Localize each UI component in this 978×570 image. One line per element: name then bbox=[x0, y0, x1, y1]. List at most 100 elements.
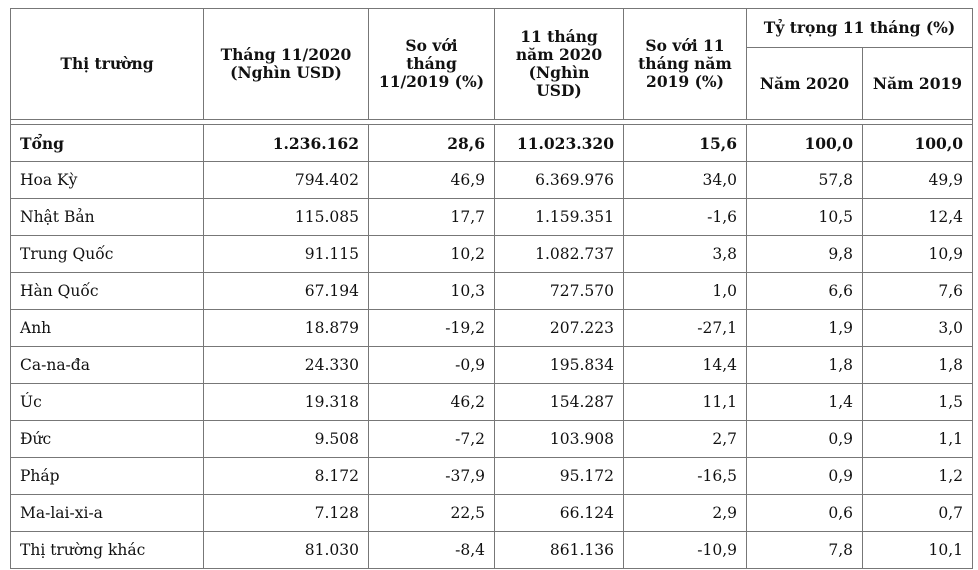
total-row: Tổng 1.236.162 28,6 11.023.320 15,6 100,0 100,… bbox=[10, 124, 974, 162]
table-row: Ca-na-đa 24.330 -0,9 195.834 14,4 1,8 1,8 bbox=[10, 346, 974, 384]
cell-nov2020: 81.030 bbox=[203, 531, 369, 569]
header-nov2020: Tháng 11/2020 (Nghìn USD) bbox=[203, 8, 369, 120]
cell-share-2020: 0,9 bbox=[746, 420, 863, 458]
cell-share-2019: 1,5 bbox=[861, 383, 974, 421]
cell-market: Úc bbox=[10, 383, 204, 421]
cell-vs-nov2019: -37,9 bbox=[368, 457, 495, 495]
header-market: Thị trường bbox=[10, 8, 204, 120]
cell-share-2019: 1,2 bbox=[861, 457, 974, 495]
cell-nov2020: 67.194 bbox=[203, 272, 369, 310]
cell-m11-2020: 11.023.320 bbox=[494, 124, 624, 162]
cell-vs-m11-2019: -16,5 bbox=[623, 457, 747, 495]
cell-nov2020: 794.402 bbox=[203, 161, 369, 199]
cell-share-2020: 1,8 bbox=[746, 346, 863, 384]
cell-share-2020: 100,0 bbox=[746, 124, 863, 162]
cell-market: Trung Quốc bbox=[10, 235, 204, 273]
cell-vs-nov2019: 10,3 bbox=[368, 272, 495, 310]
cell-market: Pháp bbox=[10, 457, 204, 495]
cell-vs-m11-2019: 14,4 bbox=[623, 346, 747, 384]
table-row: Nhật Bản 115.085 17,7 1.159.351 -1,6 10,5 12,4 bbox=[10, 198, 974, 236]
cell-market: Thị trường khác bbox=[10, 531, 204, 569]
cell-m11-2020: 154.287 bbox=[494, 383, 624, 421]
cell-vs-nov2019: 46,2 bbox=[368, 383, 495, 421]
table-row: Đức 9.508 -7,2 103.908 2,7 0,9 1,1 bbox=[10, 420, 974, 458]
cell-m11-2020: 727.570 bbox=[494, 272, 624, 310]
header-vs-nov2019: So với tháng 11/2019 (%) bbox=[368, 8, 495, 120]
table-row: Trung Quốc 91.115 10,2 1.082.737 3,8 9,8 10,9 bbox=[10, 235, 974, 273]
cell-share-2020: 57,8 bbox=[746, 161, 863, 199]
cell-vs-nov2019: -19,2 bbox=[368, 309, 495, 347]
cell-share-2020: 9,8 bbox=[746, 235, 863, 273]
cell-share-2019: 7,6 bbox=[861, 272, 974, 310]
cell-market: Hoa Kỳ bbox=[10, 161, 204, 199]
cell-m11-2020: 195.834 bbox=[494, 346, 624, 384]
cell-vs-m11-2019: -1,6 bbox=[623, 198, 747, 236]
cell-market: Tổng bbox=[10, 124, 204, 162]
cell-m11-2020: 1.159.351 bbox=[494, 198, 624, 236]
cell-market: Hàn Quốc bbox=[10, 272, 204, 310]
cell-m11-2020: 861.136 bbox=[494, 531, 624, 569]
cell-share-2020: 7,8 bbox=[746, 531, 863, 569]
cell-m11-2020: 95.172 bbox=[494, 457, 624, 495]
cell-vs-nov2019: -0,9 bbox=[368, 346, 495, 384]
table-row: Hoa Kỳ 794.402 46,9 6.369.976 34,0 57,8 49,9 bbox=[10, 161, 974, 199]
header-share-group: Tỷ trọng 11 tháng (%) bbox=[745, 8, 974, 48]
cell-share-2019: 49,9 bbox=[861, 161, 974, 199]
cell-market: Đức bbox=[10, 420, 204, 458]
cell-vs-nov2019: 46,9 bbox=[368, 161, 495, 199]
cell-share-2020: 6,6 bbox=[746, 272, 863, 310]
cell-nov2020: 24.330 bbox=[203, 346, 369, 384]
cell-vs-m11-2019: 3,8 bbox=[623, 235, 747, 273]
table-row: Anh 18.879 -19,2 207.223 -27,1 1,9 3,0 bbox=[10, 309, 974, 347]
table-row: Ma-lai-xi-a 7.128 22,5 66.124 2,9 0,6 0,7 bbox=[10, 494, 974, 532]
cell-vs-nov2019: 28,6 bbox=[368, 124, 495, 162]
cell-market: Ca-na-đa bbox=[10, 346, 204, 384]
cell-vs-nov2019: -7,2 bbox=[368, 420, 495, 458]
cell-share-2019: 10,9 bbox=[861, 235, 974, 273]
header-share-2019: Năm 2019 bbox=[861, 47, 974, 120]
cell-vs-m11-2019: 15,6 bbox=[623, 124, 747, 162]
cell-vs-m11-2019: -27,1 bbox=[623, 309, 747, 347]
table-row: Pháp 8.172 -37,9 95.172 -16,5 0,9 1,2 bbox=[10, 457, 974, 495]
cell-share-2019: 12,4 bbox=[861, 198, 974, 236]
cell-market: Anh bbox=[10, 309, 204, 347]
cell-vs-m11-2019: 2,9 bbox=[623, 494, 747, 532]
cell-vs-nov2019: 10,2 bbox=[368, 235, 495, 273]
cell-share-2019: 1,8 bbox=[861, 346, 974, 384]
cell-vs-nov2019: 17,7 bbox=[368, 198, 495, 236]
cell-vs-m11-2019: 11,1 bbox=[623, 383, 747, 421]
cell-vs-nov2019: 22,5 bbox=[368, 494, 495, 532]
table-row: Thị trường khác 81.030 -8,4 861.136 -10,9 7,8… bbox=[10, 531, 974, 569]
cell-m11-2020: 103.908 bbox=[494, 420, 624, 458]
cell-m11-2020: 6.369.976 bbox=[494, 161, 624, 199]
cell-share-2019: 0,7 bbox=[861, 494, 974, 532]
cell-vs-m11-2019: -10,9 bbox=[623, 531, 747, 569]
cell-share-2020: 1,4 bbox=[746, 383, 863, 421]
cell-nov2020: 19.318 bbox=[203, 383, 369, 421]
cell-nov2020: 8.172 bbox=[203, 457, 369, 495]
cell-share-2020: 1,9 bbox=[746, 309, 863, 347]
cell-nov2020: 115.085 bbox=[203, 198, 369, 236]
cell-m11-2020: 1.082.737 bbox=[494, 235, 624, 273]
cell-vs-m11-2019: 1,0 bbox=[623, 272, 747, 310]
table-row: Úc 19.318 46,2 154.287 11,1 1,4 1,5 bbox=[10, 383, 974, 421]
cell-nov2020: 7.128 bbox=[203, 494, 369, 532]
cell-nov2020: 18.879 bbox=[203, 309, 369, 347]
cell-share-2019: 100,0 bbox=[861, 124, 974, 162]
cell-vs-nov2019: -8,4 bbox=[368, 531, 495, 569]
cell-m11-2020: 66.124 bbox=[494, 494, 624, 532]
table-body: Tổng 1.236.162 28,6 11.023.320 15,6 100,0 100,… bbox=[9, 119, 974, 569]
cell-m11-2020: 207.223 bbox=[494, 309, 624, 347]
cell-share-2019: 3,0 bbox=[861, 309, 974, 347]
cell-market: Nhật Bản bbox=[10, 198, 204, 236]
cell-share-2020: 0,9 bbox=[746, 457, 863, 495]
cell-share-2019: 1,1 bbox=[861, 420, 974, 458]
cell-nov2020: 91.115 bbox=[203, 235, 369, 273]
header-share-2020: Năm 2020 bbox=[746, 47, 863, 120]
cell-share-2020: 0,6 bbox=[746, 494, 863, 532]
header-vs-m11-2019: So với 11 tháng năm 2019 (%) bbox=[623, 8, 747, 120]
cell-market: Ma-lai-xi-a bbox=[10, 494, 204, 532]
cell-share-2020: 10,5 bbox=[746, 198, 863, 236]
cell-nov2020: 9.508 bbox=[203, 420, 369, 458]
header-m11-2020: 11 tháng năm 2020 (Nghìn USD) bbox=[494, 8, 624, 120]
